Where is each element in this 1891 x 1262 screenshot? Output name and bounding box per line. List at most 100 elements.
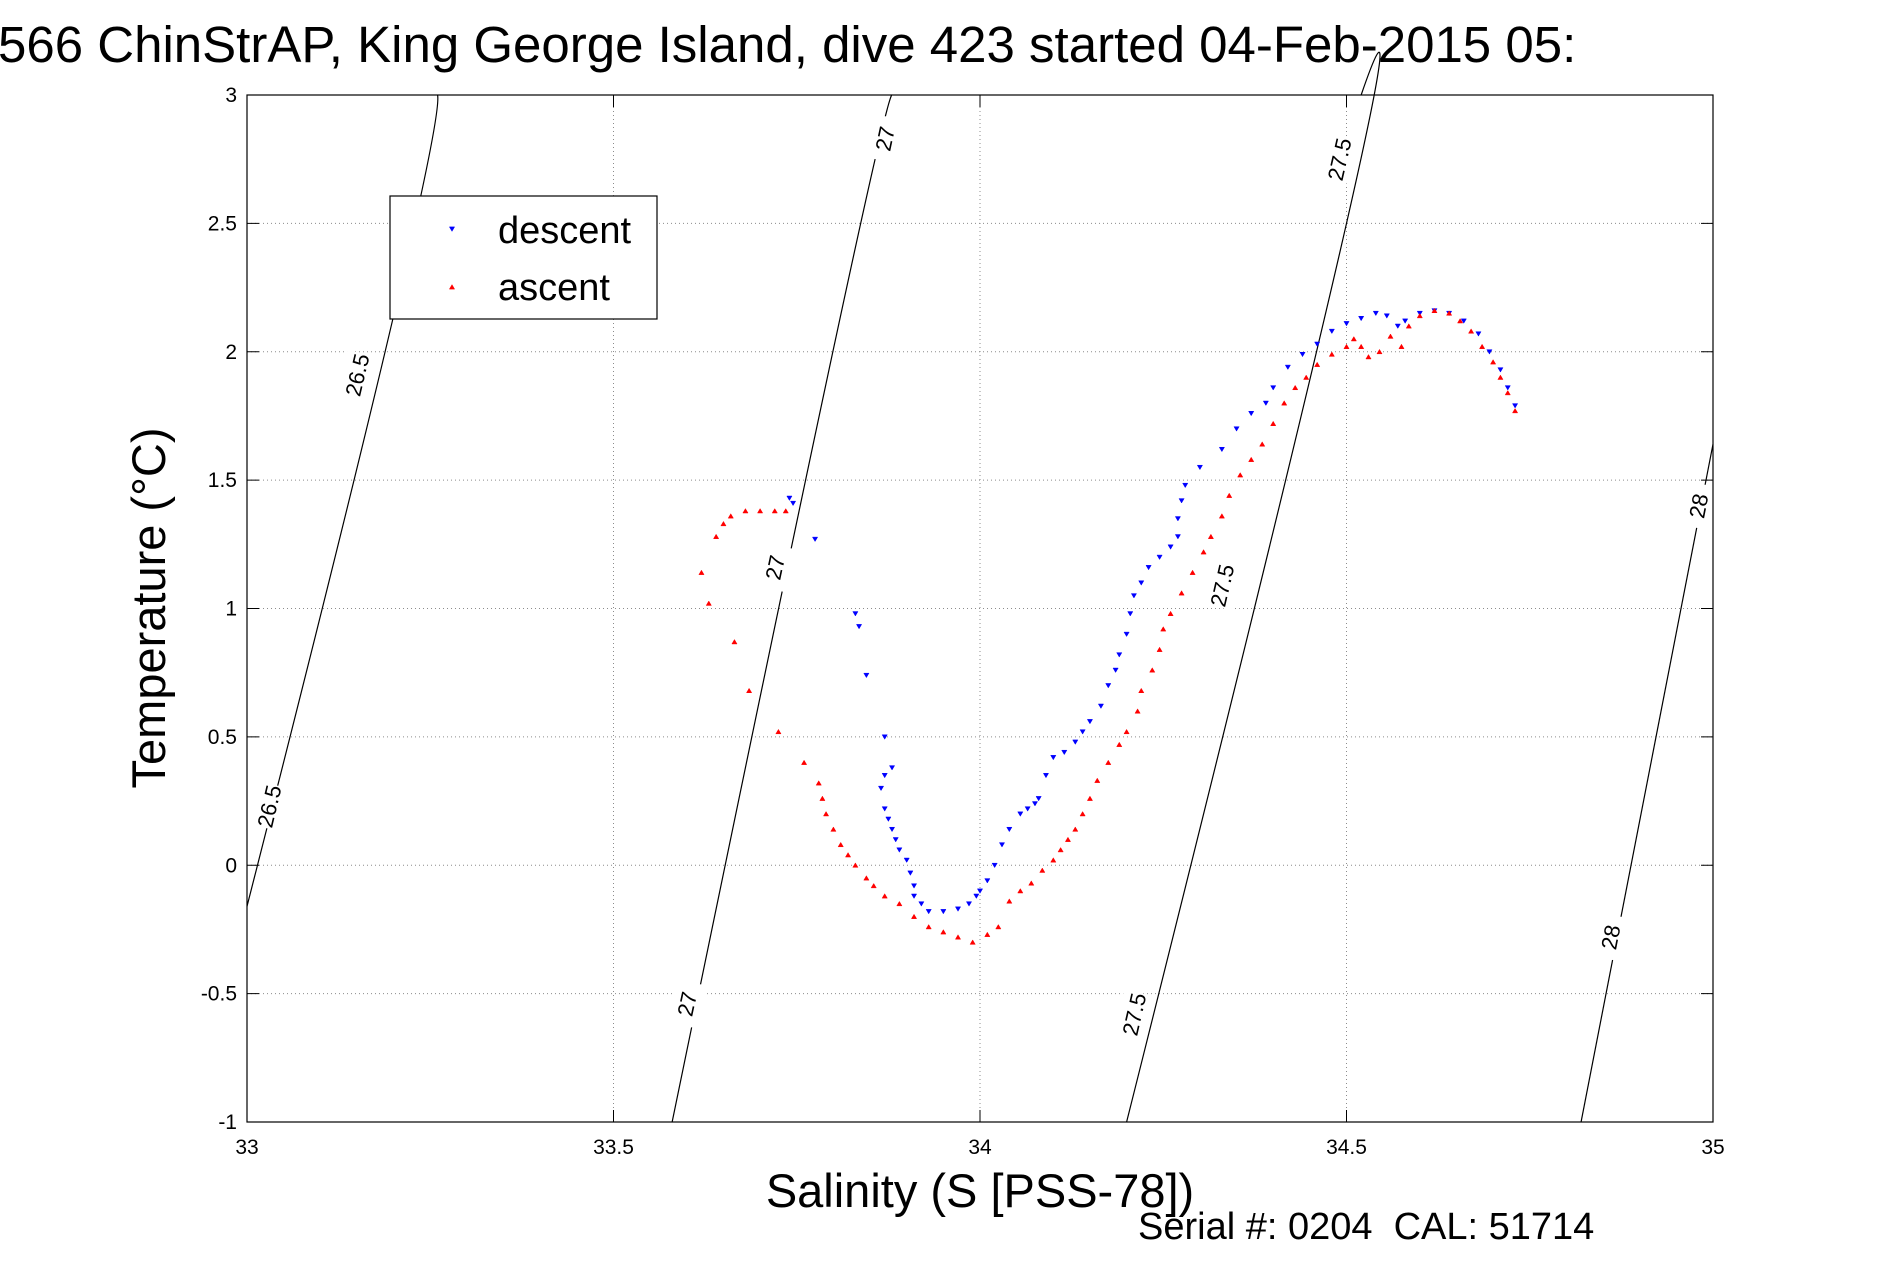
ascent-point-71 bbox=[1387, 333, 1394, 339]
ascent-point-37 bbox=[1064, 836, 1071, 842]
ascent-point-66 bbox=[1343, 343, 1350, 349]
descent-point-68 bbox=[1383, 313, 1390, 319]
descent-point-31 bbox=[1024, 806, 1031, 812]
descent-point-22 bbox=[954, 906, 962, 912]
ascent-point-3 bbox=[742, 508, 749, 514]
descent-point-10 bbox=[881, 806, 888, 812]
ascent-point-17 bbox=[837, 841, 844, 848]
series-descent bbox=[786, 308, 1519, 915]
ascent-point-44 bbox=[1123, 728, 1130, 735]
descent-point-8 bbox=[881, 773, 888, 779]
ascent-point-38 bbox=[1072, 826, 1079, 832]
ascent-point-83 bbox=[1512, 407, 1519, 414]
ascent-point-58 bbox=[1248, 456, 1255, 462]
descent-point-14 bbox=[896, 847, 903, 853]
y-tick-label-0: -1 bbox=[218, 1111, 237, 1134]
descent-point-45 bbox=[1127, 611, 1134, 617]
ascent-point-77 bbox=[1457, 318, 1464, 324]
contour-label-bg-26.5-0 bbox=[249, 781, 289, 832]
descent-point-51 bbox=[1174, 534, 1181, 540]
descent-point-53 bbox=[1178, 498, 1185, 504]
descent-point-24 bbox=[973, 893, 980, 899]
ascent-point-68 bbox=[1358, 343, 1365, 349]
ascent-point-34 bbox=[1039, 867, 1046, 873]
descent-point-30 bbox=[1017, 811, 1024, 817]
descent-point-40 bbox=[1097, 703, 1104, 709]
ascent-point-52 bbox=[1189, 569, 1196, 575]
descent-point-76 bbox=[1486, 349, 1493, 355]
descent-point-6 bbox=[881, 734, 888, 740]
descent-point-9 bbox=[878, 785, 885, 792]
descent-point-79 bbox=[1512, 403, 1519, 409]
descent-point-1 bbox=[790, 500, 797, 507]
legend-box bbox=[389, 195, 658, 320]
y-tick-label-2: 0 bbox=[225, 854, 237, 877]
descent-point-15 bbox=[903, 857, 910, 863]
ascent-point-22 bbox=[881, 893, 888, 899]
descent-point-21 bbox=[940, 909, 947, 915]
descent-point-50 bbox=[1167, 544, 1174, 550]
descent-point-58 bbox=[1248, 411, 1255, 417]
descent-point-36 bbox=[1061, 749, 1068, 756]
contour-label-27-2: 27 bbox=[870, 124, 900, 153]
grid-lines bbox=[247, 95, 1713, 1122]
descent-point-54 bbox=[1182, 482, 1189, 489]
ascent-point-30 bbox=[995, 924, 1002, 930]
descent-point-70 bbox=[1402, 318, 1409, 324]
descent-point-47 bbox=[1138, 580, 1145, 586]
descent-point-26 bbox=[984, 878, 991, 884]
descent-point-19 bbox=[918, 901, 925, 907]
serial-cal-footer: Serial #: 0204 CAL: 51714 bbox=[1138, 1206, 1594, 1248]
descent-point-33 bbox=[1035, 796, 1042, 802]
descent-point-57 bbox=[1233, 426, 1240, 432]
ascent-point-15 bbox=[823, 811, 830, 817]
ascent-point-4 bbox=[727, 513, 734, 519]
descent-point-32 bbox=[1031, 801, 1039, 807]
contour-label-27-0: 27 bbox=[673, 989, 703, 1018]
ascent-point-54 bbox=[1207, 533, 1214, 539]
descent-point-63 bbox=[1314, 341, 1321, 347]
descent-point-44 bbox=[1123, 631, 1130, 638]
ascent-point-81 bbox=[1497, 374, 1504, 380]
contour-label-bg-27-1 bbox=[755, 542, 795, 593]
ascent-point-11 bbox=[775, 728, 782, 735]
ascent-point-69 bbox=[1365, 354, 1372, 360]
ascent-point-6 bbox=[713, 533, 720, 539]
legend-marker-ascent bbox=[448, 284, 456, 290]
legend-label-descent: descent bbox=[498, 210, 632, 252]
contour-line-28 bbox=[1580, 444, 1714, 1123]
ascent-point-73 bbox=[1405, 323, 1412, 329]
x-tick-label-4: 35 bbox=[1701, 1136, 1724, 1159]
ascent-point-19 bbox=[852, 862, 859, 868]
y-tick-label-3: 0.5 bbox=[208, 726, 237, 749]
descent-point-35 bbox=[1050, 755, 1057, 761]
descent-point-46 bbox=[1130, 593, 1137, 599]
ascent-point-82 bbox=[1504, 389, 1511, 396]
descent-point-66 bbox=[1358, 316, 1365, 322]
descent-point-41 bbox=[1105, 683, 1112, 689]
ascent-point-61 bbox=[1281, 400, 1288, 406]
ascent-point-32 bbox=[1017, 888, 1024, 894]
ascent-point-74 bbox=[1416, 312, 1423, 319]
descent-point-62 bbox=[1299, 351, 1306, 358]
ascent-point-16 bbox=[830, 826, 837, 832]
y-axis-tick-labels: -1 -0.5 0 0.5 1 1.5 2 2.5 3 bbox=[201, 84, 237, 1134]
contour-line-27.5 bbox=[1126, 51, 1381, 1123]
y-tick-label-8: 3 bbox=[225, 84, 237, 107]
ascent-point-31 bbox=[1006, 898, 1013, 904]
ascent-point-5 bbox=[720, 520, 727, 527]
contour-line-27 bbox=[671, 94, 893, 1123]
descent-point-56 bbox=[1218, 446, 1225, 453]
ascent-point-59 bbox=[1259, 441, 1266, 447]
ascent-point-72 bbox=[1398, 343, 1405, 349]
contour-label-bg-27.5-0 bbox=[1114, 989, 1154, 1039]
ascent-point-75 bbox=[1431, 307, 1438, 313]
descent-point-34 bbox=[1042, 773, 1050, 779]
legend: descent ascent bbox=[389, 195, 658, 320]
x-axis-label: Salinity (S [PSS-78]) bbox=[766, 1164, 1194, 1217]
ascent-point-63 bbox=[1303, 374, 1310, 380]
ascent-point-28 bbox=[969, 939, 976, 945]
descent-point-78 bbox=[1504, 385, 1511, 391]
descent-point-17 bbox=[910, 883, 918, 889]
